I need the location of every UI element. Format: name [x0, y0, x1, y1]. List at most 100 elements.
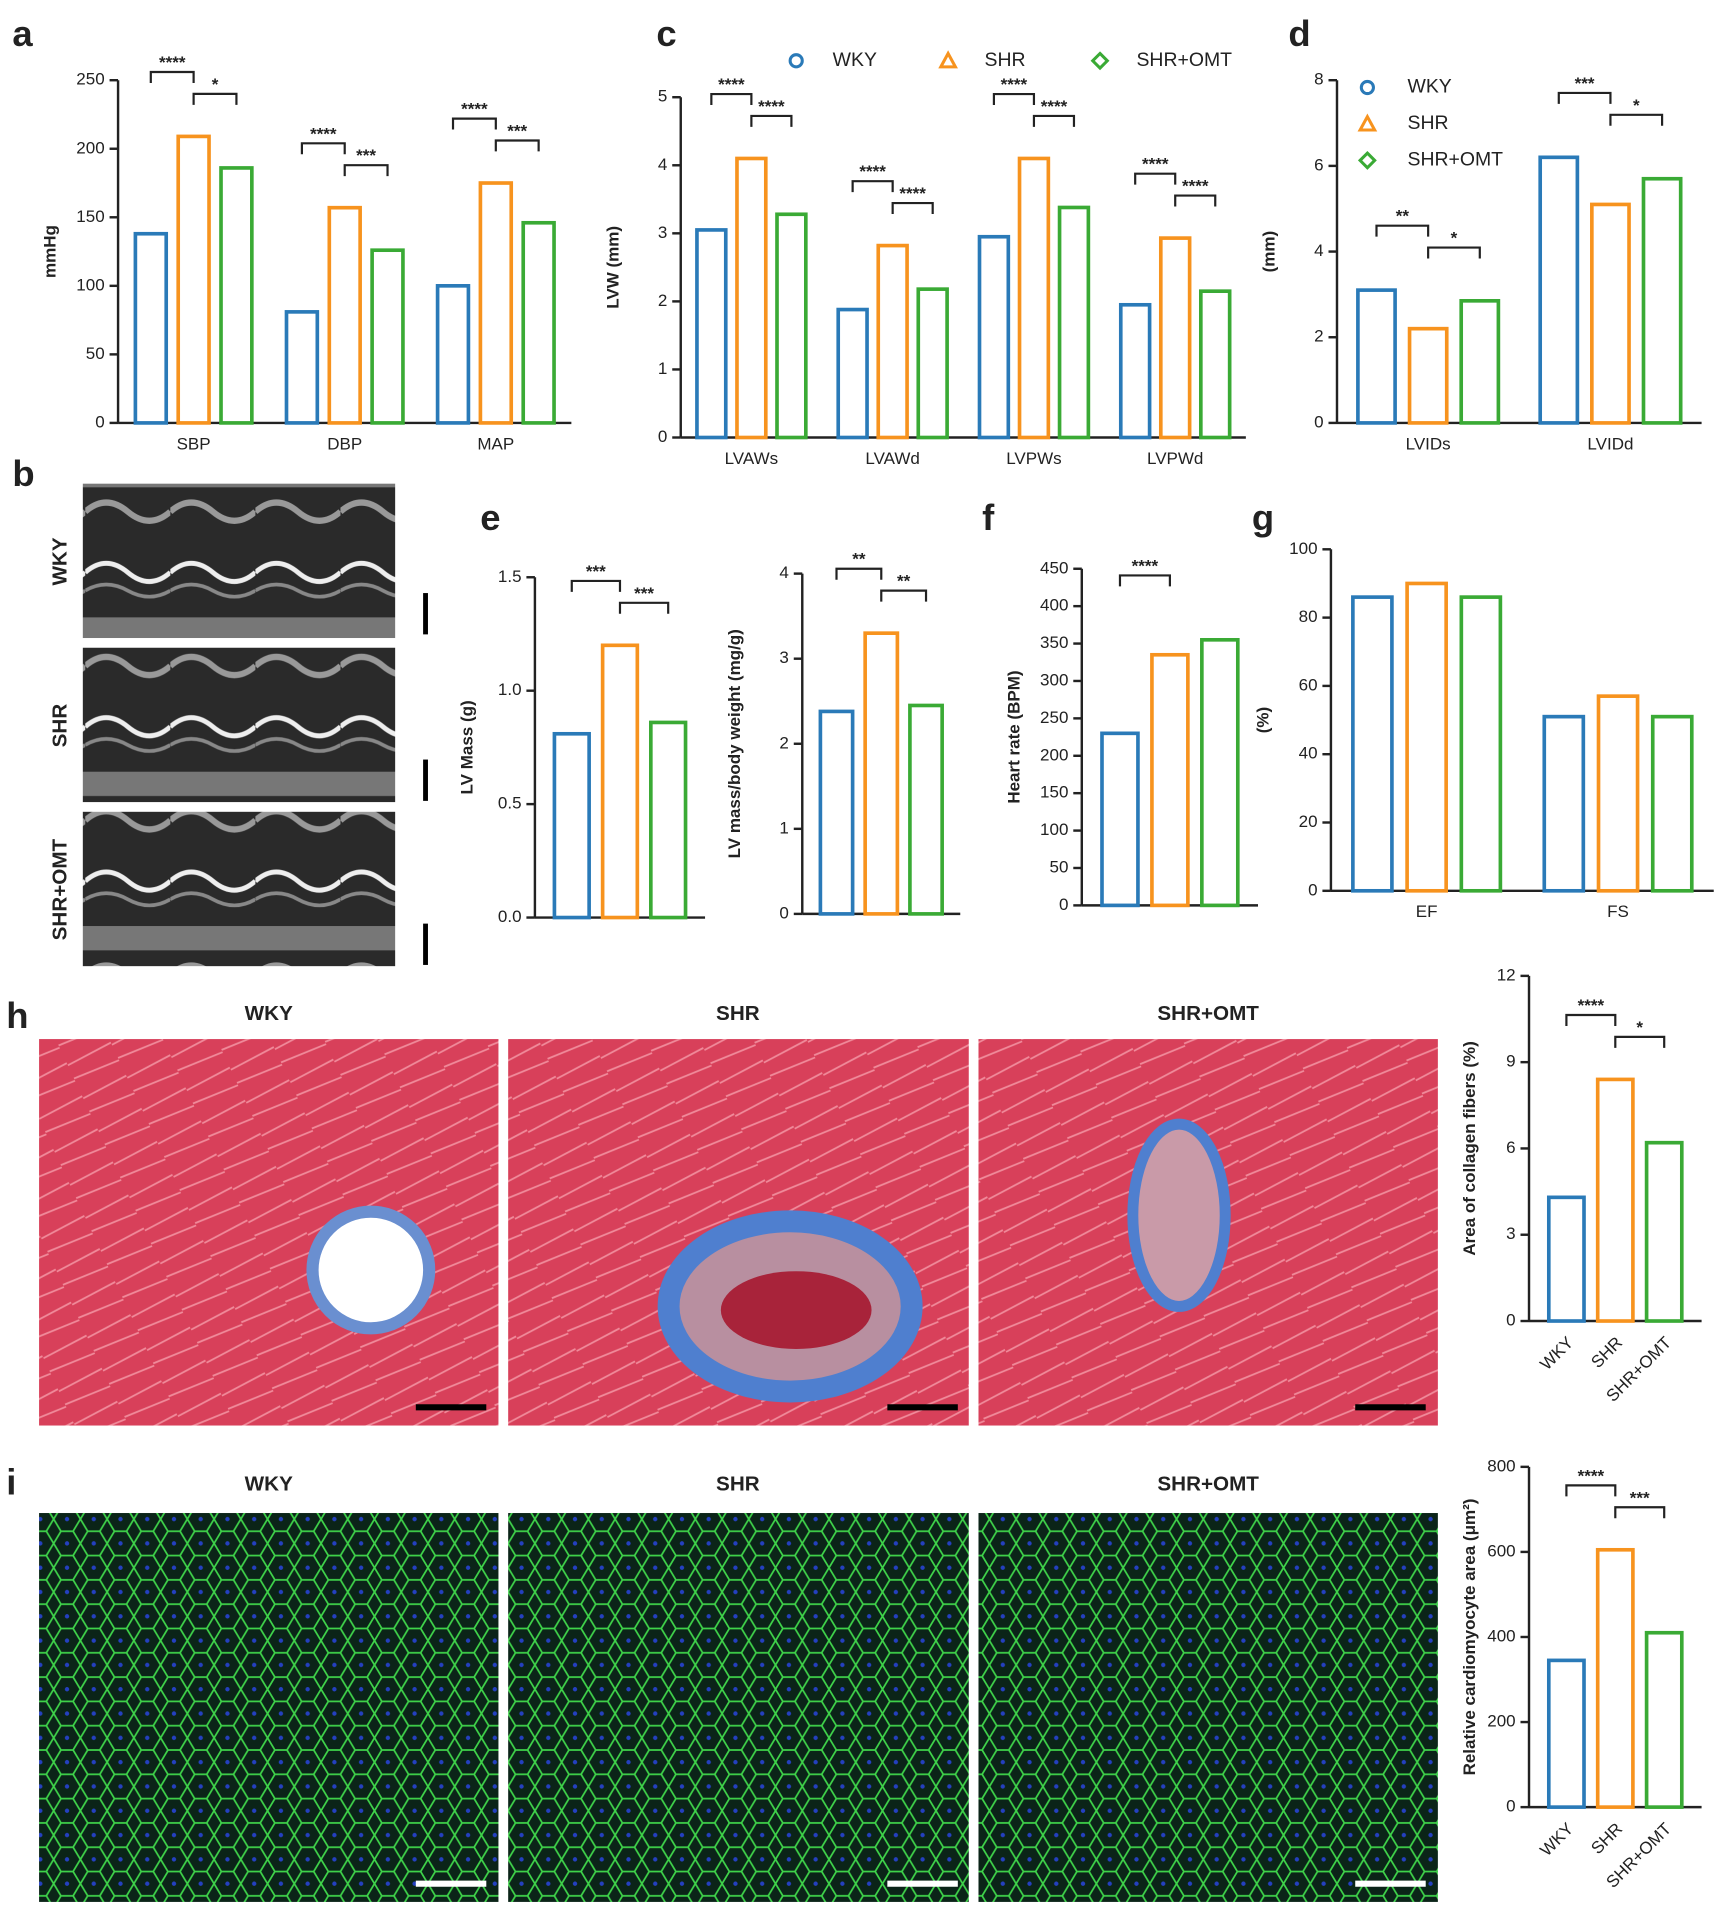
significance-bracket	[1565, 1013, 1617, 1026]
y-axis-label: Area of collagen fibers (%)	[1460, 1041, 1479, 1255]
y-tick-label: 50	[86, 344, 105, 363]
y-tick-label: 9	[1506, 1052, 1515, 1071]
image-title: SHR+OMT	[1157, 1002, 1259, 1025]
significance-bracket	[570, 579, 622, 592]
row-label: SHR	[48, 704, 71, 748]
y-tick-label: 150	[1040, 783, 1068, 802]
y-tick-label: 0	[1506, 1311, 1515, 1330]
y-tick-label: 0	[1059, 895, 1068, 914]
y-tick-label: 2	[1314, 327, 1323, 346]
significance-bracket	[891, 201, 934, 214]
row-label: SHR+OMT	[48, 838, 71, 940]
legend-label: WKY	[1407, 76, 1451, 98]
x-tick-label: DBP	[327, 434, 362, 453]
significance-bracket	[1134, 172, 1177, 185]
significance-bracket	[750, 114, 793, 127]
histology-image	[39, 1039, 499, 1426]
y-axis-label: LV Mass (g)	[458, 700, 477, 794]
bar	[1650, 714, 1694, 893]
y-tick-label: 80	[1299, 607, 1318, 626]
y-tick-label: 3	[1506, 1224, 1515, 1243]
image-title: SHR+OMT	[1157, 1473, 1259, 1496]
significance-label: **	[1396, 207, 1410, 226]
significance-label: ****	[718, 75, 745, 94]
significance-bracket	[1174, 194, 1217, 207]
legend-marker	[1090, 51, 1110, 71]
bar	[1641, 176, 1683, 425]
significance-label: ****	[1182, 177, 1209, 196]
bar	[1118, 302, 1152, 440]
y-tick-label: 0.5	[498, 794, 522, 813]
bar	[775, 212, 808, 440]
bar	[1017, 156, 1051, 440]
y-tick-label: 1.5	[498, 567, 522, 586]
image-title: WKY	[245, 1473, 293, 1496]
significance-label: ****	[461, 100, 488, 119]
y-axis-label: Heart rate (BPM)	[1004, 670, 1023, 803]
image-title: SHR	[716, 1002, 760, 1025]
y-tick-label: 150	[76, 207, 104, 226]
x-tick-label: SHR	[1587, 1333, 1626, 1372]
fluorescence-image	[508, 1513, 969, 1902]
legend-marker	[1357, 150, 1377, 170]
echo-image	[82, 483, 396, 639]
y-tick-label: 1	[658, 359, 667, 378]
y-tick-label: 3	[779, 648, 788, 667]
y-tick-label: 1	[779, 818, 788, 837]
significance-label: **	[852, 550, 866, 569]
x-tick-label: WKY	[1536, 1819, 1577, 1860]
bar	[1538, 155, 1580, 425]
x-tick-label: LVPWs	[1006, 449, 1061, 468]
bar	[219, 166, 254, 425]
echo-image	[82, 811, 396, 967]
significance-bracket	[992, 92, 1036, 106]
legend-marker	[1359, 79, 1375, 96]
bar	[1459, 299, 1501, 425]
y-tick-label: 100	[76, 275, 104, 294]
bar	[1100, 731, 1140, 908]
y-tick-label: 3	[658, 223, 667, 242]
y-tick-label: 250	[76, 70, 104, 89]
x-tick-label: MAP	[477, 434, 514, 453]
legend-label: SHR	[985, 49, 1026, 71]
bar	[370, 248, 405, 425]
bar	[600, 643, 640, 920]
significance-bracket	[494, 139, 540, 152]
significance-bracket	[880, 589, 928, 602]
significance-label: ****	[1578, 996, 1605, 1015]
significance-label: ****	[1041, 97, 1068, 116]
y-tick-label: 0	[1308, 880, 1317, 899]
y-axis-label: LVW (mm)	[603, 226, 622, 309]
significance-bracket	[1032, 114, 1076, 127]
panel-letter: c	[656, 13, 676, 54]
panel-letter: e	[480, 497, 500, 538]
significance-label: ****	[159, 53, 186, 72]
masson-images: WKY SHR SHR+OMT	[39, 1002, 1438, 1426]
bar	[1405, 581, 1448, 893]
significance-label: *	[212, 75, 219, 94]
significance-bracket	[1614, 1035, 1666, 1048]
significance-bracket	[451, 117, 497, 130]
legend-marker	[788, 53, 804, 69]
significance-bracket	[618, 601, 670, 614]
y-tick-label: 12	[1497, 965, 1516, 984]
bar	[735, 156, 768, 440]
significance-label: ***	[1630, 1488, 1650, 1507]
y-tick-label: 20	[1299, 812, 1318, 831]
y-tick-label: 300	[1040, 670, 1068, 689]
significance-bracket	[300, 142, 346, 155]
y-tick-label: 200	[1487, 1712, 1515, 1731]
x-tick-label: LVAWd	[865, 449, 919, 468]
fluorescence-image	[39, 1513, 499, 1902]
significance-label: **	[897, 572, 911, 591]
y-tick-label: 0.0	[498, 907, 522, 926]
panel-letter: g	[1252, 497, 1274, 538]
significance-label: ****	[899, 184, 926, 203]
vessel-lumen	[720, 1271, 872, 1349]
y-tick-label: 1.0	[498, 680, 522, 699]
bar	[1057, 205, 1091, 440]
panel-letter: d	[1288, 13, 1310, 54]
significance-label: *	[1636, 1018, 1643, 1037]
legend-label: WKY	[833, 49, 877, 71]
y-tick-label: 0	[779, 903, 788, 922]
